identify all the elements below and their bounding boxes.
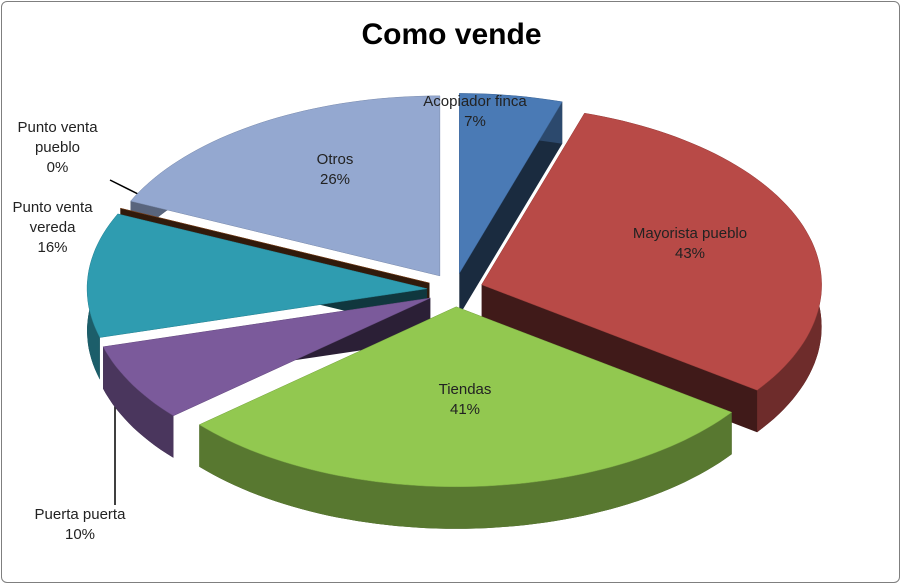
label-value: 43% xyxy=(674,245,706,262)
data-label: Mayorista pueblo 43% xyxy=(600,224,780,264)
data-label: Otros 26% xyxy=(270,150,400,190)
data-label: Punto venta vereda 16% xyxy=(0,198,105,258)
label-value: 0% xyxy=(46,159,69,176)
label-category: Puerta puerta xyxy=(34,506,126,523)
slice xyxy=(198,306,733,488)
slice xyxy=(459,93,563,275)
slice xyxy=(120,207,430,284)
label-value: 41% xyxy=(449,401,481,418)
label-category: Punto venta pueblo xyxy=(17,119,98,156)
slice xyxy=(481,112,822,391)
data-label: Puerta puerta 10% xyxy=(10,505,150,545)
slice xyxy=(86,213,428,338)
chart-title: Como vende xyxy=(361,18,542,51)
label-value: 7% xyxy=(464,113,486,130)
label-category: Punto venta vereda xyxy=(12,199,93,236)
label-category: Otros xyxy=(316,151,354,168)
label-category: Acopiador finca xyxy=(423,93,527,110)
label-value: 26% xyxy=(319,171,351,188)
data-label: Tiendas 41% xyxy=(400,380,530,420)
data-label: Acopiador finca 7% xyxy=(410,92,540,132)
slice xyxy=(130,95,441,277)
label-value: 10% xyxy=(64,526,96,543)
label-value: 16% xyxy=(37,239,68,256)
data-label: Punto venta pueblo 0% xyxy=(10,118,105,178)
slice-side xyxy=(199,412,732,529)
label-category: Tiendas xyxy=(438,381,492,398)
label-category: Mayorista pueblo xyxy=(632,225,748,242)
slice-side xyxy=(103,346,174,458)
slice xyxy=(102,297,431,417)
